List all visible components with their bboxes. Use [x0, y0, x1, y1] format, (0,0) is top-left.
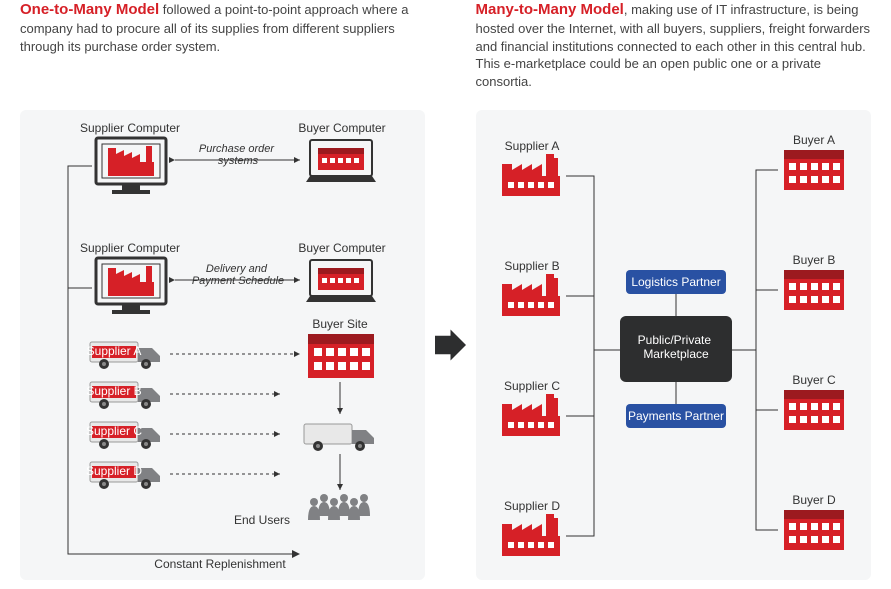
payments-partner-label: Payments Partner	[628, 409, 724, 423]
buyer-site-label: Buyer Site	[312, 317, 368, 331]
svg-text:Supplier C: Supplier C	[86, 424, 142, 438]
buyer-laptop-icon-2	[306, 260, 376, 302]
right-header-title: Many-to-Many Model	[476, 1, 624, 18]
svg-text:Buyer D: Buyer D	[792, 493, 836, 507]
logistics-partner-label: Logistics Partner	[631, 275, 720, 289]
supplier-computer-label-2: Supplier Computer	[80, 241, 180, 255]
right-panel: Supplier A Supplier B Supplier C Supplie…	[476, 110, 871, 580]
supplier-monitor-icon	[96, 138, 166, 194]
svg-text:Buyer C: Buyer C	[792, 373, 836, 387]
supplier-c: Supplier C	[502, 379, 560, 436]
svg-text:Buyer B: Buyer B	[793, 253, 836, 267]
distribution-truck-icon	[304, 424, 374, 451]
left-header-title: One-to-Many Model	[20, 1, 159, 18]
svg-text:Supplier A: Supplier A	[505, 139, 560, 153]
svg-text:Supplier B: Supplier B	[504, 259, 559, 273]
buyer-laptop-icon	[306, 140, 376, 182]
truck-b: Supplier B	[86, 382, 160, 409]
buyer-computer-label-2: Buyer Computer	[298, 241, 385, 255]
svg-text:Supplier D: Supplier D	[86, 464, 142, 478]
truck-a: Supplier A	[87, 342, 160, 369]
supplier-d: Supplier D	[502, 499, 560, 556]
supplier-b: Supplier B	[502, 259, 560, 316]
right-header: Many-to-Many Model, making use of IT inf…	[476, 0, 872, 90]
delivery-schedule-label: Delivery and Payment Schedule	[192, 263, 284, 287]
truck-d: Supplier D	[86, 462, 160, 489]
buyer-computer-label-1: Buyer Computer	[298, 121, 385, 135]
supplier-monitor-icon-2	[96, 258, 166, 314]
end-users-label: End Users	[234, 513, 290, 527]
left-panel: Supplier Computer Buyer Computer Purchas…	[20, 110, 425, 580]
svg-text:Supplier A: Supplier A	[87, 344, 142, 358]
buyer-c: Buyer C	[784, 373, 844, 430]
left-header: One-to-Many Model followed a point-to-po…	[20, 0, 416, 90]
buyer-d: Buyer D	[784, 493, 844, 550]
supplier-a: Supplier A	[502, 139, 560, 196]
buyer-a: Buyer A	[784, 133, 844, 190]
end-users-icon	[308, 494, 370, 520]
svg-text:Supplier D: Supplier D	[504, 499, 560, 513]
truck-c: Supplier C	[86, 422, 160, 449]
transition-arrow-icon	[435, 325, 466, 365]
buyer-site-icon	[308, 334, 374, 378]
purchase-order-label: Purchase order systems	[199, 143, 277, 167]
svg-text:Buyer A: Buyer A	[793, 133, 835, 147]
supplier-computer-label-1: Supplier Computer	[80, 121, 180, 135]
buyer-b: Buyer B	[784, 253, 844, 310]
constant-replenishment-label: Constant Replenishment	[154, 557, 286, 571]
svg-text:Supplier C: Supplier C	[504, 379, 560, 393]
svg-text:Supplier B: Supplier B	[86, 384, 141, 398]
marketplace-hub-label: Public/Private Marketplace	[638, 333, 715, 361]
